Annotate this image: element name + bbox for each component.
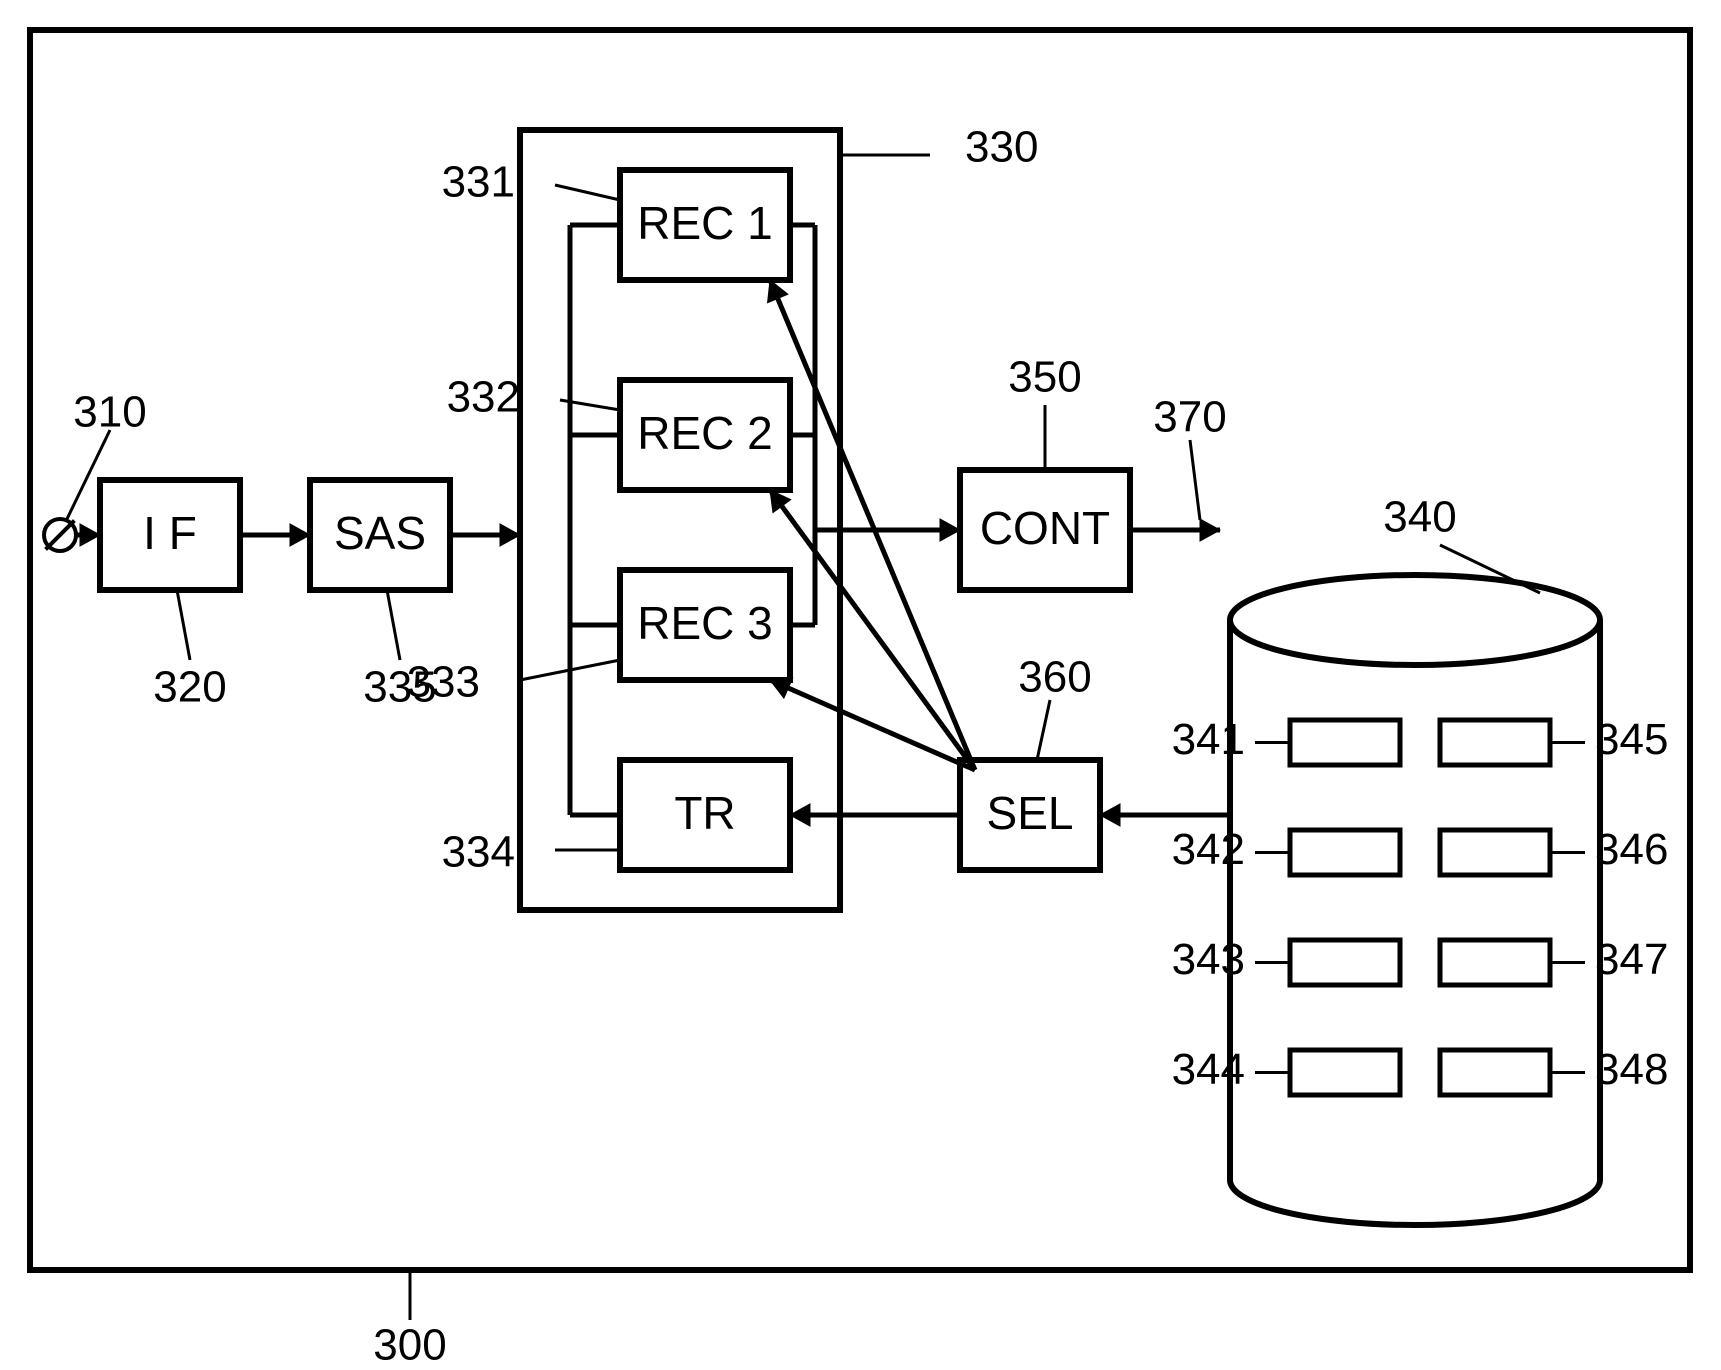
ref-350: 350	[1008, 353, 1081, 402]
ref-332: 332	[447, 373, 520, 422]
db-slot-344	[1290, 1050, 1400, 1095]
label-rec1: REC 1	[637, 197, 772, 249]
ref-344: 344	[1172, 1045, 1245, 1094]
ref-345: 345	[1595, 715, 1668, 764]
label-tr: TR	[674, 787, 735, 839]
db-slot-348	[1440, 1050, 1550, 1095]
ref-300: 300	[373, 1321, 446, 1370]
ref-341: 341	[1172, 715, 1245, 764]
ref-348: 348	[1595, 1045, 1668, 1094]
ref-334: 334	[442, 828, 515, 877]
ref-370: 370	[1153, 393, 1226, 442]
ref-343: 343	[1172, 935, 1245, 984]
arrowhead	[770, 490, 791, 513]
label-rec2: REC 2	[637, 407, 772, 459]
leader-line	[1037, 700, 1050, 760]
ref-320: 320	[153, 663, 226, 712]
ref-342: 342	[1172, 825, 1245, 874]
db-slot-342	[1290, 830, 1400, 875]
arrowhead	[1200, 519, 1220, 541]
ref-333: 333	[407, 658, 480, 707]
db-slot-346	[1440, 830, 1550, 875]
label-sel: SEL	[987, 787, 1074, 839]
ref-360: 360	[1018, 653, 1091, 702]
label-cont: CONT	[980, 502, 1110, 554]
leader-line	[177, 590, 190, 660]
leader-line	[1190, 440, 1200, 520]
label-sas: SAS	[334, 507, 426, 559]
ref-346: 346	[1595, 825, 1668, 874]
db-slot-345	[1440, 720, 1550, 765]
leader-line	[387, 590, 400, 660]
label-rec3: REC 3	[637, 597, 772, 649]
db-slot-341	[1290, 720, 1400, 765]
label-if: I F	[143, 507, 197, 559]
db-slot-347	[1440, 940, 1550, 985]
ref-330: 330	[965, 123, 1038, 172]
ref-331: 331	[442, 158, 515, 207]
ref-347: 347	[1595, 935, 1668, 984]
db-slot-343	[1290, 940, 1400, 985]
ref-310: 310	[73, 388, 146, 437]
db-body	[1230, 620, 1600, 1225]
ref-340: 340	[1383, 493, 1456, 542]
leader-line	[555, 185, 620, 200]
